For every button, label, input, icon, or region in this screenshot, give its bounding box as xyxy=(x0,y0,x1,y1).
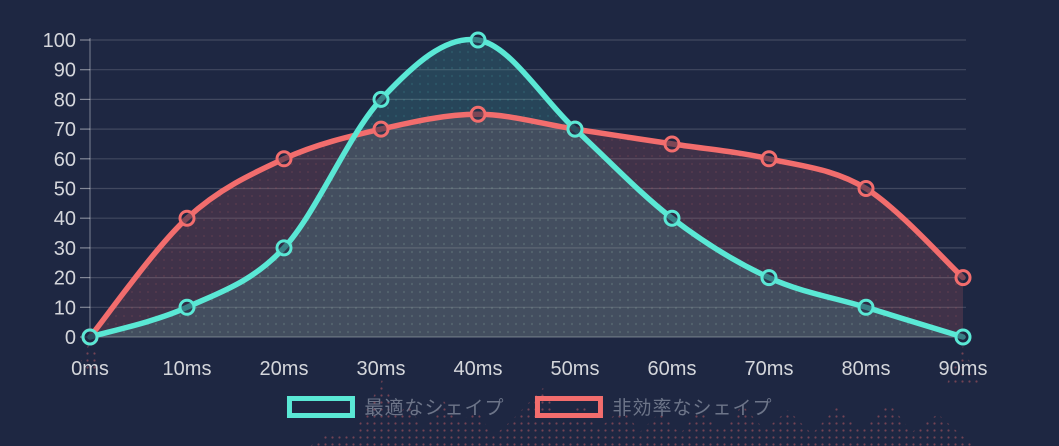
x-tick-label-7: 70ms xyxy=(745,358,794,380)
legend-swatch-inefficient xyxy=(534,395,603,418)
origin-dots-decor xyxy=(76,341,104,372)
x-tick-label-9: 90ms xyxy=(939,358,988,380)
data-point-marker-s0-3 xyxy=(372,90,390,108)
x-tick-label-6: 60ms xyxy=(648,358,697,380)
y-tick-label-40: 40 xyxy=(54,208,76,230)
data-point-marker-s0-8 xyxy=(857,298,875,316)
y-tick-label-100: 100 xyxy=(43,30,76,52)
mountain-dots-decor xyxy=(310,378,975,446)
data-point-marker-s1-9 xyxy=(954,269,972,287)
y-tick-label-90: 90 xyxy=(54,60,76,82)
data-point-marker-s1-2 xyxy=(275,150,293,168)
data-point-marker-s1-3 xyxy=(372,120,390,138)
data-point-marker-s0-6 xyxy=(663,209,681,227)
data-point-marker-s0-1 xyxy=(178,298,196,316)
x-tick-label-4: 40ms xyxy=(454,358,503,380)
legend-item-optimal[interactable]: 最適なシェイプ xyxy=(286,393,504,420)
legend-item-inefficient[interactable]: 非効率なシェイプ xyxy=(534,393,773,420)
data-point-marker-s0-7 xyxy=(760,269,778,287)
x-tick-label-0: 0ms xyxy=(71,358,109,380)
data-point-marker-s1-6 xyxy=(663,135,681,153)
legend-label-optimal: 最適なシェイプ xyxy=(364,398,505,419)
endpoint-dots-decor xyxy=(946,346,980,386)
data-point-marker-s0-9 xyxy=(954,328,972,346)
y-tick-label-10: 10 xyxy=(54,297,76,319)
chart-legend: 最適なシェイプ 非効率なシェイプ xyxy=(286,393,772,420)
data-point-marker-s1-1 xyxy=(178,209,196,227)
data-point-marker-s0-4 xyxy=(469,31,487,49)
x-tick-label-2: 20ms xyxy=(260,358,309,380)
y-tick-label-80: 80 xyxy=(54,89,76,111)
legend-swatch-optimal xyxy=(286,395,355,418)
x-tick-label-8: 80ms xyxy=(842,358,891,380)
y-tick-label-30: 30 xyxy=(54,238,76,260)
data-point-marker-s0-0 xyxy=(81,328,99,346)
legend-label-inefficient: 非効率なシェイプ xyxy=(612,398,773,419)
y-tick-label-50: 50 xyxy=(54,179,76,201)
data-point-marker-s1-7 xyxy=(760,150,778,168)
series-line-0 xyxy=(87,36,966,340)
data-point-marker-s1-8 xyxy=(857,180,875,197)
data-point-marker-s1-4 xyxy=(469,105,487,123)
x-tick-label-1: 10ms xyxy=(163,358,212,380)
x-tick-label-3: 30ms xyxy=(357,358,406,380)
x-tick-label-5: 50ms xyxy=(551,358,600,380)
y-tick-label-60: 60 xyxy=(54,149,76,171)
y-tick-label-20: 20 xyxy=(54,268,76,290)
y-tick-label-70: 70 xyxy=(54,119,76,141)
series-line-1 xyxy=(87,111,966,340)
data-point-marker-s0-2 xyxy=(275,239,293,257)
data-point-marker-s0-5 xyxy=(566,120,584,138)
series-area-dots-0 xyxy=(90,39,963,337)
y-tick-label-0: 0 xyxy=(65,327,76,349)
